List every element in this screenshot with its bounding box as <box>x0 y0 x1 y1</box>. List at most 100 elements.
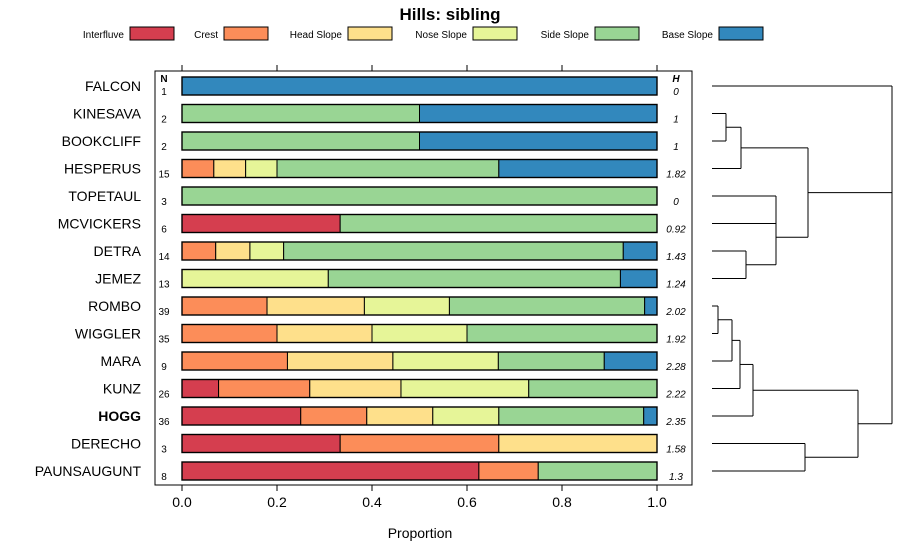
row-h-value: 1.24 <box>666 280 686 291</box>
legend-label-nose-slope: Nose Slope <box>415 30 467 41</box>
x-axis: 0.0 0.2 0.4 0.6 0.8 1.0 <box>172 65 667 510</box>
chart-title: Hills: sibling <box>399 5 500 24</box>
bar-outline <box>181 103 658 124</box>
bar-row-detra: DETRA 14 1.43 <box>94 241 686 263</box>
bar-segment-head-slope <box>266 296 365 316</box>
row-n-value: 2 <box>161 142 167 153</box>
row-h-value: 1.92 <box>666 335 686 346</box>
bar-outline <box>181 323 658 344</box>
x-tick-label: 0.6 <box>457 494 477 510</box>
bar-row-hogg: HOGG 36 2.35 <box>98 406 686 428</box>
row-label: MCVICKERS <box>58 216 141 232</box>
legend: Interfluve Crest Head Slope Nose Slope Side … <box>83 26 764 41</box>
bar-segment-nose-slope <box>249 241 285 261</box>
bar-segment-base-slope <box>644 296 658 316</box>
bar-segment-nose-slope <box>392 351 499 371</box>
bar-segment-base-slope <box>619 269 658 288</box>
row-n-value: 9 <box>161 362 167 373</box>
bar-segment-crest <box>181 159 215 178</box>
bar-segment-nose-slope <box>363 296 450 316</box>
row-n-value: 3 <box>161 197 167 208</box>
row-n-value: 36 <box>158 417 170 428</box>
row-h-value: 0.92 <box>666 225 686 236</box>
row-h-value: 2.35 <box>665 417 686 428</box>
legend-swatch-crest <box>223 26 269 41</box>
legend-swatch-head-slope <box>347 26 393 41</box>
bar-segment-base-slope <box>181 76 658 96</box>
bar-segment-base-slope <box>419 104 658 123</box>
bar-outline <box>181 241 658 261</box>
dendrogram <box>712 85 893 472</box>
bar-row-topetaul: TOPETAUL 3 0 <box>68 186 679 208</box>
bar-segment-interfluve <box>181 434 341 453</box>
bar-segment-base-slope <box>643 406 658 426</box>
bar-row-paunsaugunt: PAUNSAUGUNT 8 1.3 <box>35 461 683 483</box>
bar-segment-crest <box>478 461 539 481</box>
row-label: KINESAVA <box>73 106 142 122</box>
bar-row-falcon: FALCON 1 0 <box>85 76 679 98</box>
row-h-value: 0 <box>673 197 679 208</box>
bar-segment-side-slope <box>181 131 420 151</box>
bar-row-derecho: DERECHO 3 1.58 <box>71 433 686 456</box>
row-n-value: 35 <box>158 335 170 346</box>
bar-outline <box>181 158 658 179</box>
x-tick-label: 0.2 <box>267 494 287 510</box>
row-n-value: 2 <box>161 115 167 126</box>
legend-label-head-slope: Head Slope <box>290 30 343 41</box>
bar-row-kinesava: KINESAVA 2 1 <box>73 103 679 126</box>
row-h-value: 1 <box>673 142 679 153</box>
bar-segment-interfluve <box>181 379 220 398</box>
bar-segment-side-slope <box>327 269 621 288</box>
bar-segment-nose-slope <box>245 159 278 178</box>
bar-outline <box>181 378 658 399</box>
row-h-value: 2.28 <box>665 362 686 373</box>
bar-segment-side-slope <box>448 296 646 316</box>
bar-outline <box>181 433 658 454</box>
bar-segment-nose-slope <box>181 269 329 288</box>
x-tick-label: 0.8 <box>552 494 572 510</box>
bar-segment-base-slope <box>498 159 658 178</box>
bar-segment-side-slope <box>283 241 624 261</box>
row-label: PAUNSAUGUNT <box>35 463 142 479</box>
row-label: DERECHO <box>71 436 141 452</box>
bar-segment-side-slope <box>528 379 658 398</box>
bar-segment-side-slope <box>339 214 658 233</box>
bar-outline <box>181 186 658 206</box>
row-n-value: 14 <box>158 252 170 263</box>
row-label: HOGG <box>98 408 141 424</box>
row-label: WIGGLER <box>75 326 141 342</box>
legend-label-crest: Crest <box>194 30 218 41</box>
row-h-value: 1.58 <box>666 445 686 456</box>
h-column-header: H <box>672 74 680 85</box>
bar-rows: FALCON 1 0 KINESAVA 2 1 BOOKCLIFF 2 1 HESPERUS 15 1… <box>35 76 686 483</box>
bar-outline <box>181 268 658 289</box>
bar-segment-nose-slope <box>371 324 468 343</box>
bar-segment-head-slope <box>366 406 434 426</box>
bar-segment-head-slope <box>213 159 247 178</box>
row-h-value: 1.3 <box>669 472 683 483</box>
bar-segment-base-slope <box>622 241 658 261</box>
row-h-value: 1 <box>673 115 679 126</box>
bar-segment-head-slope <box>215 241 251 261</box>
bar-segment-crest <box>218 379 311 398</box>
bar-segment-side-slope <box>498 406 645 426</box>
bar-outline <box>181 461 658 481</box>
row-h-value: 1.82 <box>666 170 686 181</box>
bar-outline <box>181 131 658 151</box>
bar-row-rombo: ROMBO 39 2.02 <box>88 296 686 318</box>
bar-segment-crest <box>181 351 288 371</box>
bar-row-kunz: KUNZ 26 2.22 <box>103 378 686 401</box>
row-label: DETRA <box>94 243 142 259</box>
row-label: KUNZ <box>103 381 142 397</box>
bar-row-mara: MARA 9 2.28 <box>101 351 686 373</box>
bar-segment-nose-slope <box>400 379 530 398</box>
legend-label-base-slope: Base Slope <box>662 30 714 41</box>
row-label: JEMEZ <box>95 271 141 287</box>
row-label: MARA <box>101 353 142 369</box>
bar-outline <box>181 296 658 316</box>
bar-outline <box>181 213 658 234</box>
x-axis-label: Proportion <box>388 525 453 541</box>
bar-segment-crest <box>181 324 278 343</box>
row-h-value: 2.22 <box>665 390 686 401</box>
bar-segment-head-slope <box>276 324 373 343</box>
